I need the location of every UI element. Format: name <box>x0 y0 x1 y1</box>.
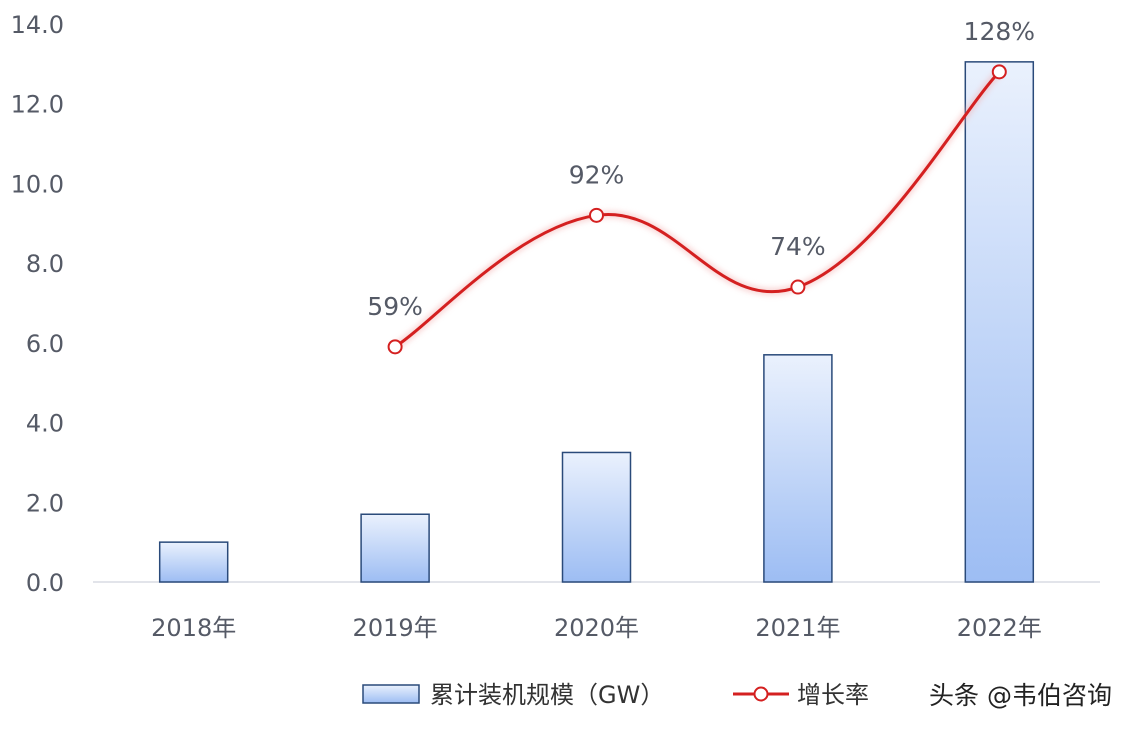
bar <box>964 61 1035 583</box>
y-tick-label: 8.0 <box>26 250 64 278</box>
growth-data-label: 92% <box>569 160 625 189</box>
bar <box>360 513 430 583</box>
x-tick-label: 2021年 <box>755 614 840 642</box>
y-tick-label: 6.0 <box>26 330 64 358</box>
y-tick-label: 0.0 <box>26 569 64 597</box>
legend-line-marker <box>753 686 769 702</box>
x-tick-label: 2018年 <box>151 614 236 642</box>
y-tick-label: 2.0 <box>26 489 64 517</box>
bar <box>763 354 833 583</box>
growth-data-label: 74% <box>770 232 826 261</box>
x-tick-label: 2019年 <box>353 614 438 642</box>
y-tick-label: 14.0 <box>11 11 64 39</box>
y-tick-label: 4.0 <box>26 410 64 438</box>
growth-point <box>589 207 604 223</box>
x-tick-label: 2022年 <box>957 614 1042 642</box>
growth-point <box>387 339 403 355</box>
y-axis-ticks: 0.0 2.0 4.0 6.0 8.0 10.0 12.0 14.0 <box>11 11 64 597</box>
growth-data-label: 128% <box>964 17 1035 46</box>
watermark: 头条 @韦伯咨询 <box>929 681 1112 710</box>
x-axis-ticks: 2018年 2019年 2020年 2021年 2022年 <box>151 614 1042 642</box>
line-series: 59% 92% 74% 128% <box>367 17 1035 355</box>
legend-line-label: 增长率 <box>797 681 869 709</box>
growth-line-glow <box>393 69 1002 350</box>
y-tick-label: 12.0 <box>11 91 64 119</box>
growth-data-label: 59% <box>367 292 423 321</box>
growth-line <box>394 70 1001 349</box>
bar <box>561 451 632 583</box>
y-tick-label: 10.0 <box>11 170 64 198</box>
legend: 累计装机规模（GW） 增长率 <box>362 681 869 709</box>
legend-bar-swatch <box>362 684 420 704</box>
growth-point <box>790 279 806 295</box>
legend-bar-label: 累计装机规模（GW） <box>430 681 664 709</box>
bar <box>158 541 229 583</box>
x-tick-label: 2020年 <box>554 614 639 642</box>
growth-point <box>991 64 1007 80</box>
bar-series <box>158 61 1035 583</box>
